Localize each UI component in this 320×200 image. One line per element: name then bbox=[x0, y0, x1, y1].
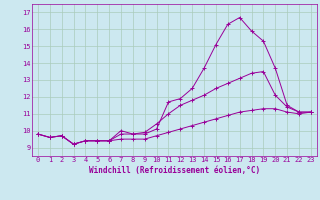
X-axis label: Windchill (Refroidissement éolien,°C): Windchill (Refroidissement éolien,°C) bbox=[89, 166, 260, 175]
